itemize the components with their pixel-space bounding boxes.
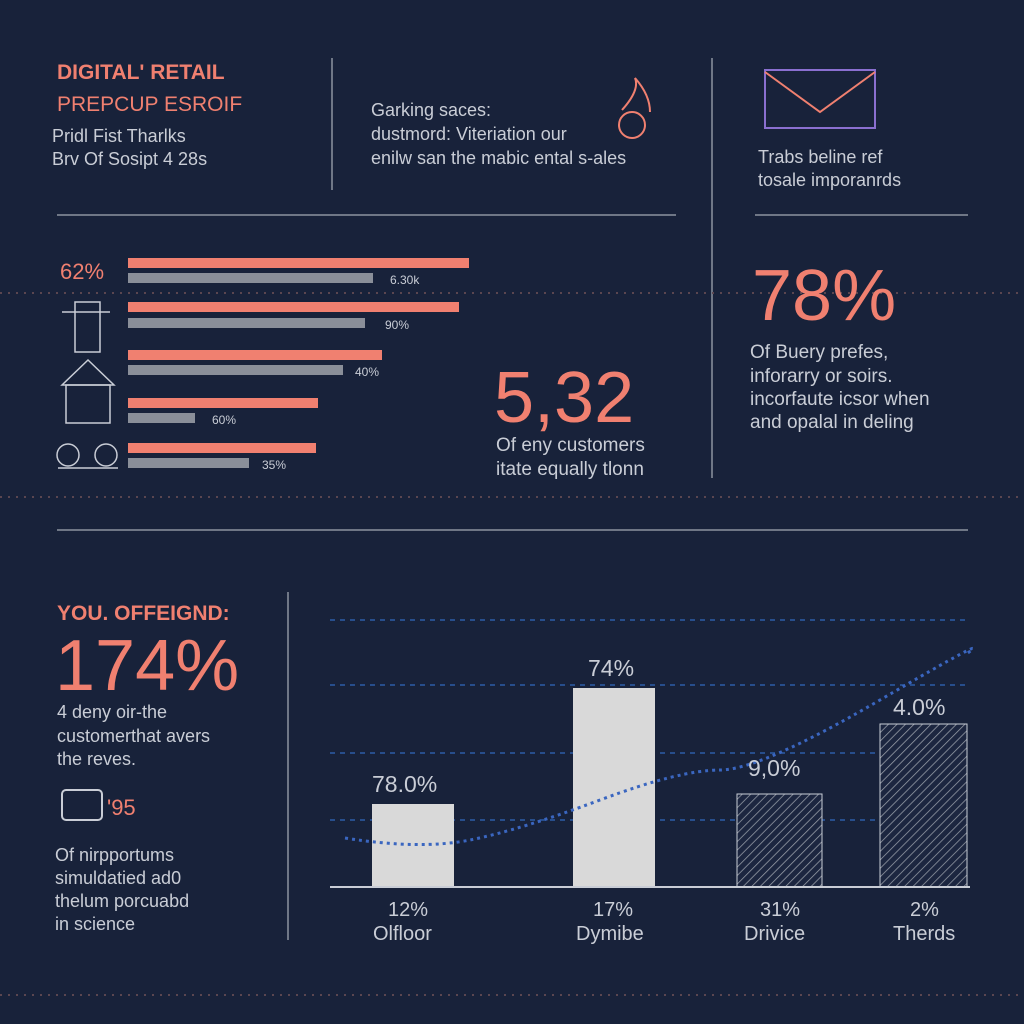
- column-value: 12%: [388, 899, 429, 921]
- bottom-stat: 174%: [55, 626, 240, 706]
- bar-label: 35%: [262, 458, 287, 472]
- bottom-heading: YOU. OFFEIGND:: [57, 602, 230, 625]
- title: DIGITAL' RETAIL: [57, 61, 225, 84]
- right-stat-line: Of Buery prefes,: [750, 342, 889, 363]
- header-line: Pridl Fist Tharlks: [52, 126, 186, 146]
- intro-line: Garking saces:: [371, 100, 492, 120]
- column-category: Therds: [893, 923, 956, 945]
- horizontal-bars: [128, 258, 469, 468]
- dividers: [57, 58, 968, 940]
- bottom-note: in science: [55, 914, 136, 934]
- bottom-line: 4 deny oir-the: [57, 702, 168, 722]
- header-line: Brv Of Sosipt 4 28s: [52, 149, 208, 169]
- intro-line: enilw san the mabic ental s-ales: [371, 148, 627, 168]
- center-stat: 5,32: [494, 358, 635, 438]
- right-stat-line: inforarry or soirs.: [750, 366, 893, 387]
- right-stat-line: and opalal in deling: [750, 412, 914, 433]
- bar-label: 60%: [212, 413, 237, 427]
- bottom-line: the reves.: [57, 749, 137, 769]
- bottom-line: customerthat avers: [57, 726, 211, 746]
- center-stat-line: Of eny customers: [496, 435, 645, 456]
- column-category: Drivice: [744, 923, 806, 945]
- bottom-note: simuldatied ad0: [55, 868, 182, 888]
- column-top-label: 74%: [588, 655, 635, 681]
- columns: [372, 688, 968, 888]
- envelope-note: Trabs beline ref: [758, 147, 883, 167]
- bar-label: 90%: [385, 318, 410, 332]
- column-category: Dymibe: [576, 923, 644, 945]
- intro-line: dustmord: Viteriation our: [371, 124, 567, 144]
- gadget-icon: [61, 789, 103, 821]
- column-top-label: 9,0%: [748, 755, 801, 781]
- dot-bands: [0, 292, 1024, 996]
- trend-line: [344, 647, 975, 847]
- subtitle: PREPCUP ESROIF: [57, 93, 243, 116]
- center-stat-line: itate equally tlonn: [496, 459, 644, 480]
- column-value: 2%: [910, 899, 939, 921]
- envelope-icon: [764, 69, 876, 129]
- column-category: Olfloor: [373, 923, 432, 945]
- column-top-label: 4.0%: [893, 694, 946, 720]
- right-stat: 78%: [752, 256, 897, 336]
- column-value: 17%: [593, 899, 634, 921]
- bottom-note: thelum porcuabd: [55, 891, 190, 911]
- right-stat-line: incorfaute icsor when: [750, 389, 930, 410]
- bottom-note: Of nirpportums: [55, 845, 175, 865]
- envelope-note: tosale imporanrds: [758, 170, 902, 190]
- hand-icon: [618, 77, 651, 139]
- bar-label: 40%: [355, 365, 380, 379]
- row-icons: [56, 301, 118, 469]
- column-value: 31%: [760, 899, 801, 921]
- column-top-label: 78.0%: [372, 771, 438, 797]
- icon-text: '95: [107, 795, 136, 820]
- bar-list-label: 62%: [60, 259, 105, 284]
- bar-label: 6.30k: [390, 273, 420, 287]
